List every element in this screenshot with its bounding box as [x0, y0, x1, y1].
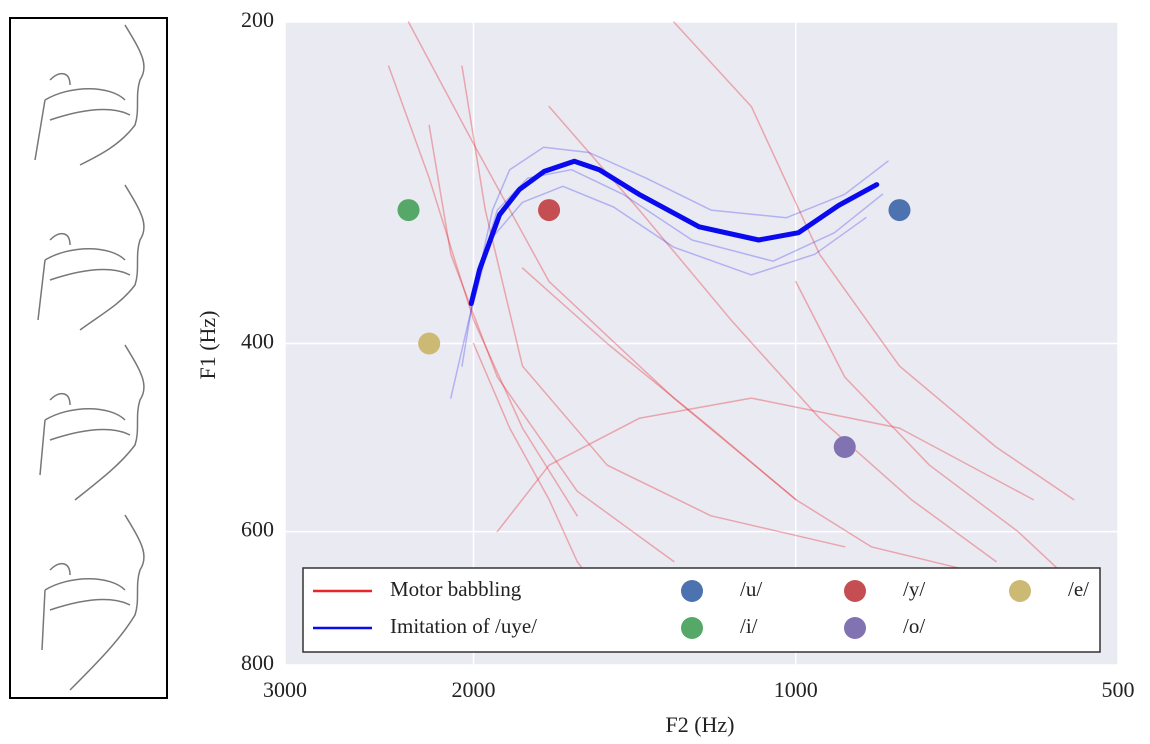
- legend-swatch: [681, 617, 703, 639]
- trace: [461, 65, 846, 548]
- y-tick-label: 600: [241, 517, 274, 542]
- legend-label: Motor babbling: [390, 577, 522, 601]
- y-axis-label: F1 (Hz): [195, 310, 220, 379]
- plot-area: [387, 21, 1075, 604]
- legend: Motor babbling Imitation of /uye/ /u/ /y/ /e…: [302, 567, 1101, 653]
- vocal-tract-panel: [9, 17, 168, 699]
- legend-label: /u/: [740, 577, 762, 601]
- legend-swatch: [844, 617, 866, 639]
- vowel-point: [418, 332, 441, 355]
- legend-label: /o/: [903, 614, 925, 638]
- legend-label: Imitation of /uye/: [390, 614, 537, 638]
- main-curve: [468, 158, 880, 307]
- x-tick-label: 3000: [263, 677, 307, 702]
- trace: [795, 280, 1067, 577]
- trace: [548, 105, 997, 563]
- x-axis-label: F2 (Hz): [665, 712, 734, 737]
- x-tick-label: 1000: [774, 677, 818, 702]
- x-tick-label: 500: [1102, 677, 1135, 702]
- trace: [673, 21, 1075, 501]
- y-tick-label: 200: [241, 7, 274, 32]
- legend-swatch: [681, 580, 703, 602]
- legend-label: /i/: [740, 614, 758, 638]
- trace: [428, 124, 675, 563]
- vowel-point: [833, 435, 856, 458]
- vowel-point: [397, 199, 420, 222]
- trace: [521, 267, 963, 570]
- trace: [387, 65, 578, 517]
- trace: [482, 146, 889, 256]
- legend-swatch: [1009, 580, 1031, 602]
- grid: [284, 21, 1119, 666]
- trace: [407, 21, 797, 501]
- legend-label: /y/: [903, 577, 925, 601]
- y-tick-label: 800: [241, 650, 274, 675]
- y-tick-label: 400: [241, 329, 274, 354]
- vowel-point: [538, 199, 561, 222]
- legend-label: /e/: [1068, 577, 1089, 601]
- trace: [496, 397, 1034, 533]
- x-tick-label: 2000: [452, 677, 496, 702]
- legend-swatch: [844, 580, 866, 602]
- vowel-point: [888, 199, 911, 222]
